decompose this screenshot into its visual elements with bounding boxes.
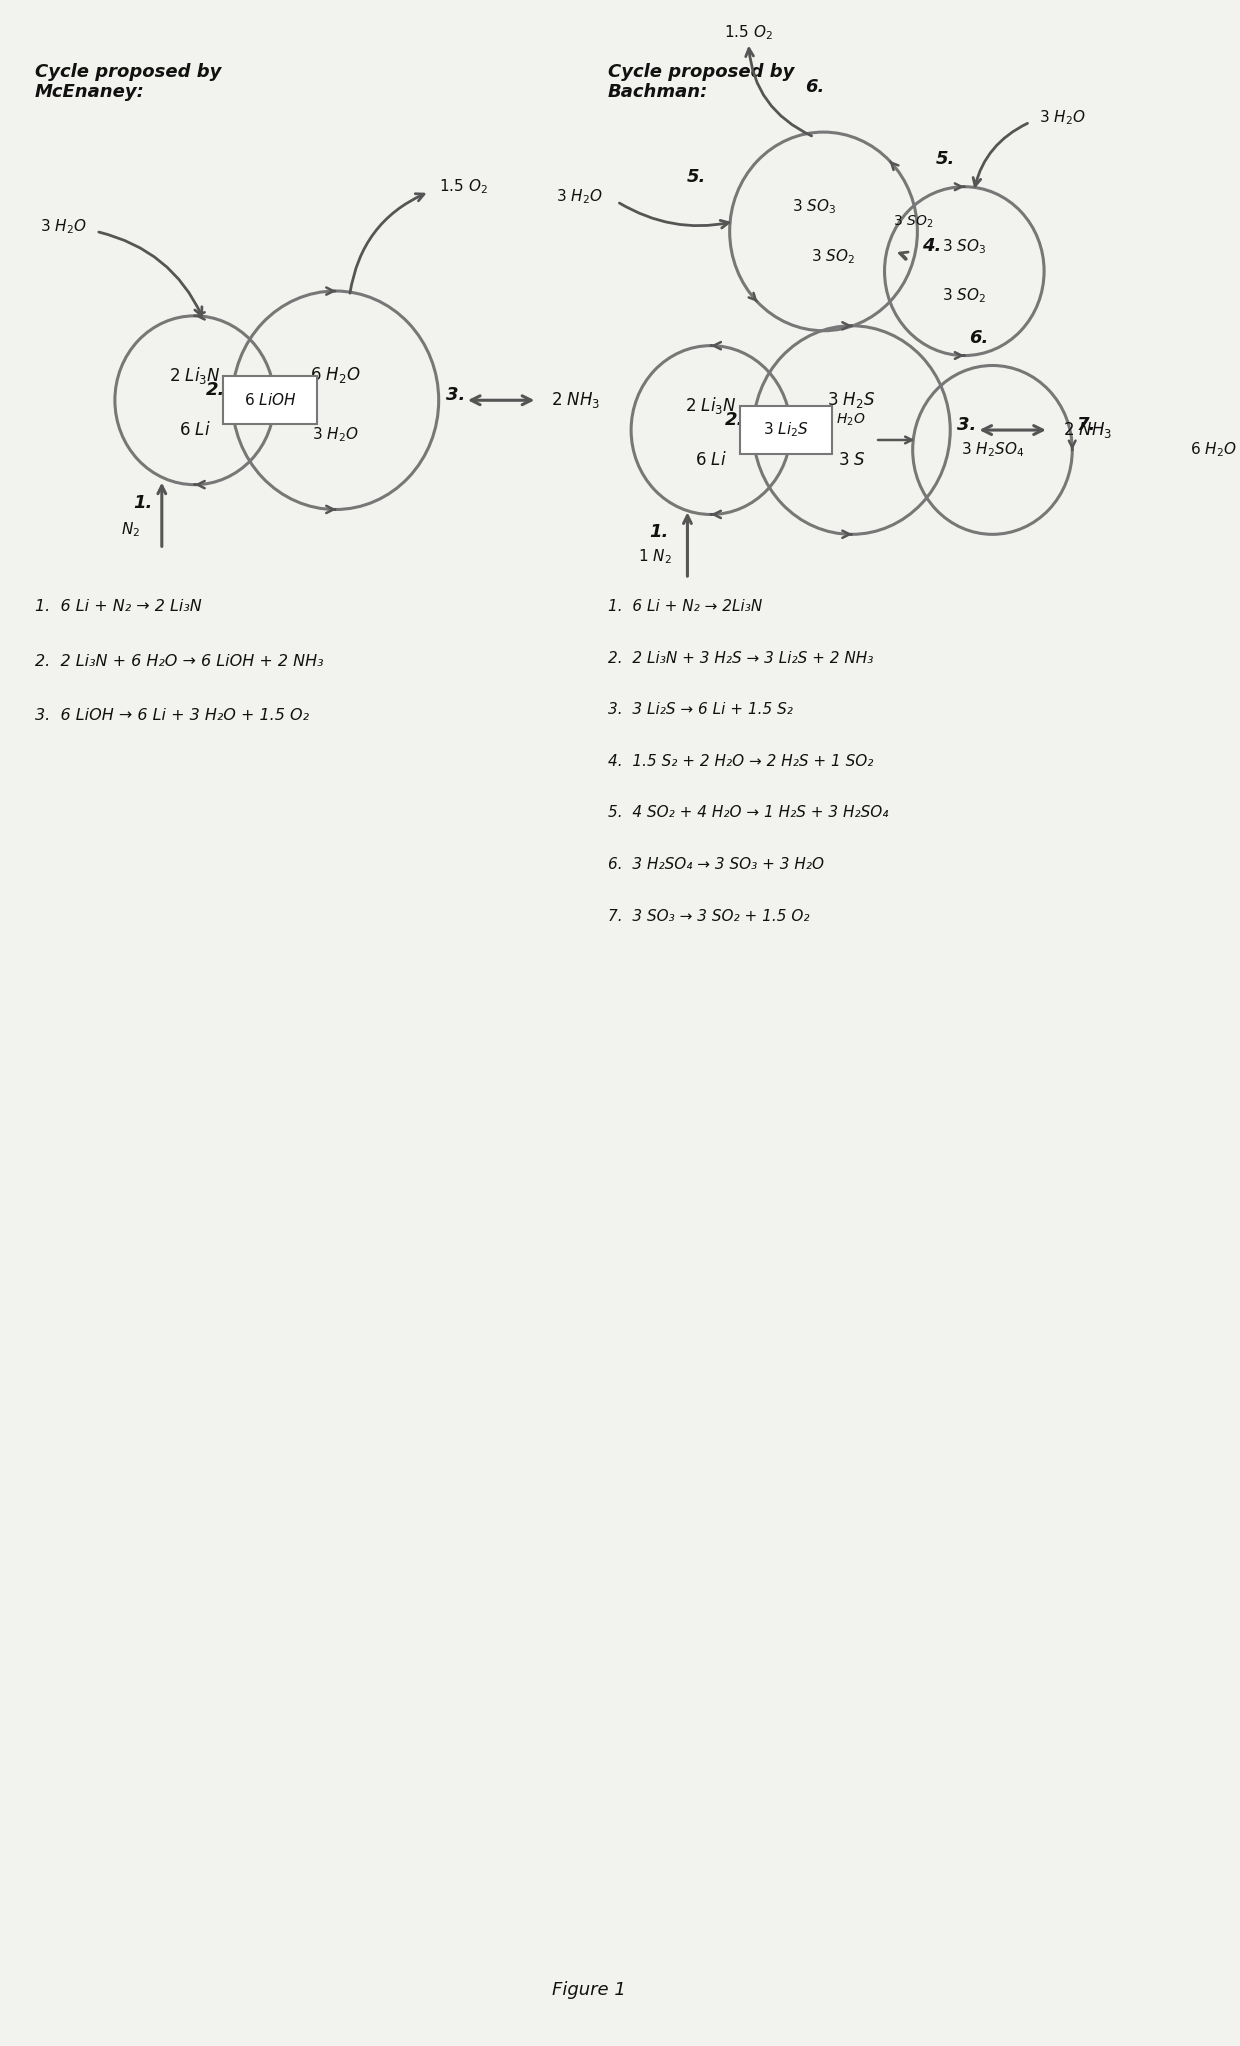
Text: $1.5\ O_2$: $1.5\ O_2$: [724, 23, 773, 43]
Text: $3\ SO_2$: $3\ SO_2$: [942, 286, 986, 305]
Text: 2.  2 Li₃N + 3 H₂S → 3 Li₂S + 2 NH₃: 2. 2 Li₃N + 3 H₂S → 3 Li₂S + 2 NH₃: [608, 651, 873, 665]
FancyBboxPatch shape: [740, 407, 832, 454]
Text: $1\ N_2$: $1\ N_2$: [637, 546, 671, 565]
Text: $2\ Li_3N$: $2\ Li_3N$: [169, 364, 221, 387]
Text: 3.  6 LiOH → 6 Li + 3 H₂O + 1.5 O₂: 3. 6 LiOH → 6 Li + 3 H₂O + 1.5 O₂: [35, 708, 309, 722]
Text: 7.: 7.: [1076, 415, 1096, 434]
Text: $3\ SO_3$: $3\ SO_3$: [792, 196, 836, 217]
Text: 6.: 6.: [968, 329, 988, 346]
Text: 2.  2 Li₃N + 6 H₂O → 6 LiOH + 2 NH₃: 2. 2 Li₃N + 6 H₂O → 6 LiOH + 2 NH₃: [35, 653, 324, 669]
Text: 1.  6 Li + N₂ → 2 Li₃N: 1. 6 Li + N₂ → 2 Li₃N: [35, 599, 202, 614]
Text: Cycle proposed by
McEnaney:: Cycle proposed by McEnaney:: [35, 63, 222, 102]
Text: $3\ H_2S$: $3\ H_2S$: [827, 391, 875, 411]
Text: 1.: 1.: [134, 493, 153, 512]
Text: $3\ SO_2$: $3\ SO_2$: [893, 213, 932, 229]
Text: 6.  3 H₂SO₄ → 3 SO₃ + 3 H₂O: 6. 3 H₂SO₄ → 3 SO₃ + 3 H₂O: [608, 857, 823, 872]
Text: 3.: 3.: [957, 415, 977, 434]
Text: $2\ NH_3$: $2\ NH_3$: [1063, 419, 1112, 440]
Text: $3\ SO_2$: $3\ SO_2$: [811, 248, 854, 266]
Text: 6.: 6.: [805, 78, 825, 96]
Text: $6\ Li$: $6\ Li$: [694, 450, 727, 469]
Text: $3\ H_2O$: $3\ H_2O$: [557, 188, 603, 207]
Text: $1.5\ O_2$: $1.5\ O_2$: [439, 178, 487, 196]
Text: $6\ H_2O$: $6\ H_2O$: [1189, 440, 1236, 458]
Text: $3\ H_2O$: $3\ H_2O$: [1039, 108, 1086, 127]
Text: 1.: 1.: [650, 524, 668, 542]
Text: $3\ H_2O$: $3\ H_2O$: [40, 217, 87, 235]
FancyBboxPatch shape: [223, 376, 316, 424]
Text: 2.: 2.: [206, 381, 224, 399]
Text: $6\ H_2O$: $6\ H_2O$: [310, 366, 361, 385]
Text: 5.: 5.: [687, 168, 707, 186]
Text: 3.  3 Li₂S → 6 Li + 1.5 S₂: 3. 3 Li₂S → 6 Li + 1.5 S₂: [608, 702, 792, 718]
Text: $3\ SO_3$: $3\ SO_3$: [942, 237, 986, 256]
Text: $2\ Li_3N$: $2\ Li_3N$: [684, 395, 737, 415]
Text: $3\ Li_2S$: $3\ Li_2S$: [763, 421, 808, 440]
Text: 5.: 5.: [936, 149, 955, 168]
Text: Figure 1: Figure 1: [552, 1981, 626, 1999]
Text: $3\ H_2O$: $3\ H_2O$: [823, 411, 866, 428]
Text: 5.  4 SO₂ + 4 H₂O → 1 H₂S + 3 H₂SO₄: 5. 4 SO₂ + 4 H₂O → 1 H₂S + 3 H₂SO₄: [608, 806, 888, 820]
Text: 7.  3 SO₃ → 3 SO₂ + 1.5 O₂: 7. 3 SO₃ → 3 SO₂ + 1.5 O₂: [608, 908, 810, 925]
Text: $6\ LiOH$: $6\ LiOH$: [243, 393, 296, 409]
Text: $N_2$: $N_2$: [122, 520, 140, 538]
Text: $3\ H_2SO_4$: $3\ H_2SO_4$: [961, 440, 1024, 458]
Text: $3\ H_2O$: $3\ H_2O$: [312, 426, 358, 444]
Text: 2.: 2.: [724, 411, 744, 430]
Text: 3.: 3.: [446, 387, 465, 405]
Text: 1.  6 Li + N₂ → 2Li₃N: 1. 6 Li + N₂ → 2Li₃N: [608, 599, 761, 614]
Text: $2\ NH_3$: $2\ NH_3$: [552, 391, 600, 411]
Text: 4.: 4.: [921, 237, 941, 256]
Text: Cycle proposed by
Bachman:: Cycle proposed by Bachman:: [608, 63, 794, 102]
Text: $3\ S$: $3\ S$: [838, 450, 866, 469]
Text: $6\ Li$: $6\ Li$: [179, 421, 211, 440]
Text: 4.  1.5 S₂ + 2 H₂O → 2 H₂S + 1 SO₂: 4. 1.5 S₂ + 2 H₂O → 2 H₂S + 1 SO₂: [608, 753, 873, 769]
